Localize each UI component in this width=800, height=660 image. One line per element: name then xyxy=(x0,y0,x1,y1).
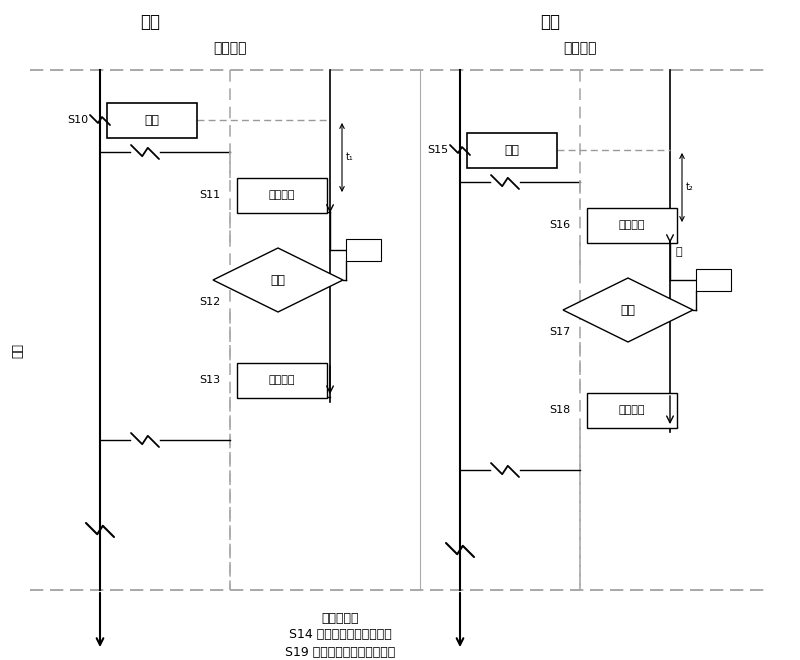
Text: 从端时间: 从端时间 xyxy=(563,41,597,55)
Text: 主端: 主端 xyxy=(140,13,160,31)
Bar xyxy=(237,178,327,213)
Bar xyxy=(107,102,197,137)
Text: t₂: t₂ xyxy=(686,182,694,192)
Text: 发脉冲帧: 发脉冲帧 xyxy=(618,220,646,230)
Text: 发脉冲帧: 发脉冲帧 xyxy=(269,190,295,200)
Bar xyxy=(695,269,730,291)
Polygon shape xyxy=(563,278,693,342)
Text: 脉冲: 脉冲 xyxy=(145,114,159,127)
Bar xyxy=(346,239,381,261)
Text: S14 主端完成测量数据传输: S14 主端完成测量数据传输 xyxy=(289,628,391,642)
Text: 下一个周期: 下一个周期 xyxy=(322,612,358,624)
Text: 从端: 从端 xyxy=(540,13,560,31)
Text: 回归: 回归 xyxy=(11,343,25,358)
Text: S19 从端完成计算和时延补偿: S19 从端完成计算和时延补偿 xyxy=(285,645,395,659)
Text: S18: S18 xyxy=(549,405,570,415)
Text: 等待: 等待 xyxy=(621,304,635,317)
Text: t₁: t₁ xyxy=(346,152,354,162)
Text: S16: S16 xyxy=(549,220,570,230)
Text: 收脉冲帧: 收脉冲帧 xyxy=(618,405,646,415)
Text: 至: 至 xyxy=(675,247,682,257)
Polygon shape xyxy=(213,248,343,312)
Text: 等待: 等待 xyxy=(270,273,286,286)
Bar xyxy=(587,207,677,242)
Bar xyxy=(587,393,677,428)
Text: S13: S13 xyxy=(199,375,220,385)
Text: S17: S17 xyxy=(549,327,570,337)
Text: 脉冲: 脉冲 xyxy=(505,143,519,156)
Text: S11: S11 xyxy=(199,190,220,200)
Bar xyxy=(467,133,557,168)
Text: S12: S12 xyxy=(198,297,220,307)
Text: S15: S15 xyxy=(427,145,448,155)
Text: 收脉冲帧: 收脉冲帧 xyxy=(269,375,295,385)
Bar xyxy=(237,362,327,397)
Text: S10: S10 xyxy=(67,115,88,125)
Text: 主端时间: 主端时间 xyxy=(214,41,246,55)
